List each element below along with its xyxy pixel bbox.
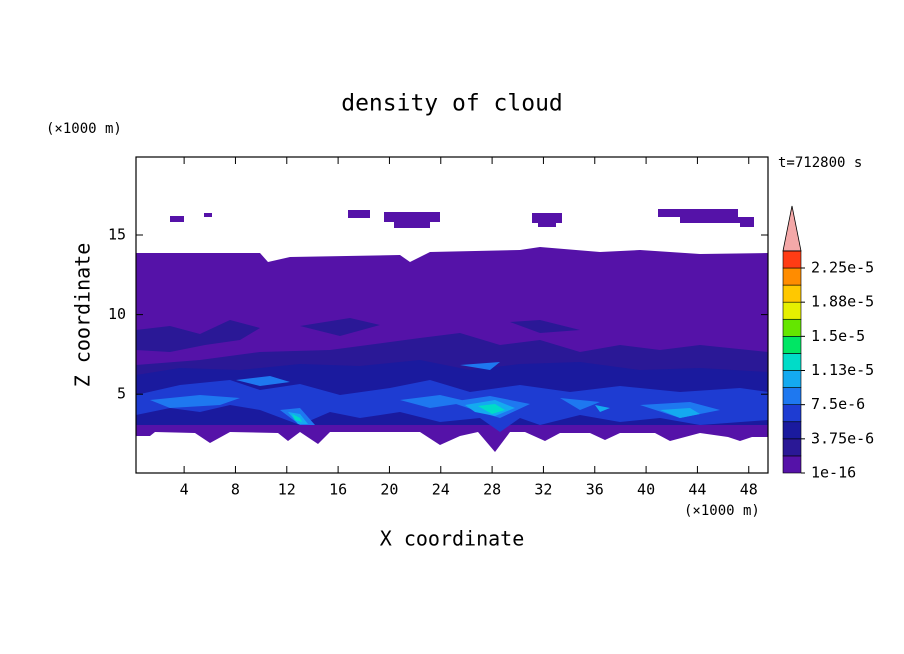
- x-tick-label: 16: [329, 481, 347, 499]
- y-tick-label: 10: [108, 305, 126, 323]
- colorbar-label: 1.13e-5: [811, 361, 874, 379]
- colorbar-label: 2.25e-5: [811, 259, 874, 277]
- colorbar-band: [782, 387, 802, 405]
- x-tick-label: 24: [432, 481, 450, 499]
- y-unit: (×1000 m): [46, 121, 122, 137]
- contour-fill: [292, 404, 505, 422]
- x-tick-label: 36: [586, 481, 604, 499]
- contour-fill: [150, 362, 720, 425]
- x-tick-label: 8: [231, 481, 240, 499]
- x-tick-label: 4: [180, 481, 189, 499]
- x-unit: (×1000 m): [684, 503, 760, 519]
- colorbar-band: [782, 421, 802, 440]
- colorbar-band: [782, 284, 802, 303]
- y-tick-label: 15: [108, 226, 126, 244]
- colorbar-label: 7.5e-6: [811, 395, 865, 413]
- colorbar-band: [782, 404, 802, 423]
- colorbar-band: [782, 336, 802, 354]
- y-axis-label: Z coordinate: [71, 243, 95, 388]
- colorbar-band: [782, 250, 802, 269]
- colorbar-overflow: [782, 205, 802, 252]
- y-tick-label: 5: [117, 385, 126, 403]
- colorbar-label: 3.75e-6: [811, 429, 874, 447]
- x-tick-label: 20: [380, 481, 398, 499]
- x-tick-label: 40: [637, 481, 655, 499]
- colorbar-label: 1e-16: [811, 464, 856, 482]
- contour-fill: [170, 209, 754, 228]
- field: [136, 209, 768, 452]
- colorbar-band: [782, 455, 802, 474]
- colorbar-band: [782, 301, 802, 320]
- x-axis-label: X coordinate: [380, 527, 525, 551]
- colorbar-band: [782, 318, 802, 337]
- chart-title: density of cloud: [341, 91, 563, 117]
- x-tick-label: 48: [740, 481, 758, 499]
- colorbar-label: 1.88e-5: [811, 293, 874, 311]
- colorbar-band: [782, 370, 802, 388]
- x-tick-label: 28: [483, 481, 501, 499]
- colorbar-band: [782, 267, 802, 286]
- x-tick-label: 44: [688, 481, 706, 499]
- time-label: t=712800 s: [778, 155, 862, 171]
- x-tick-label: 12: [278, 481, 296, 499]
- colorbar-band: [782, 353, 802, 371]
- colorbar-label: 1.5e-5: [811, 327, 865, 345]
- x-tick-label: 32: [534, 481, 552, 499]
- colorbar-band: [782, 438, 802, 457]
